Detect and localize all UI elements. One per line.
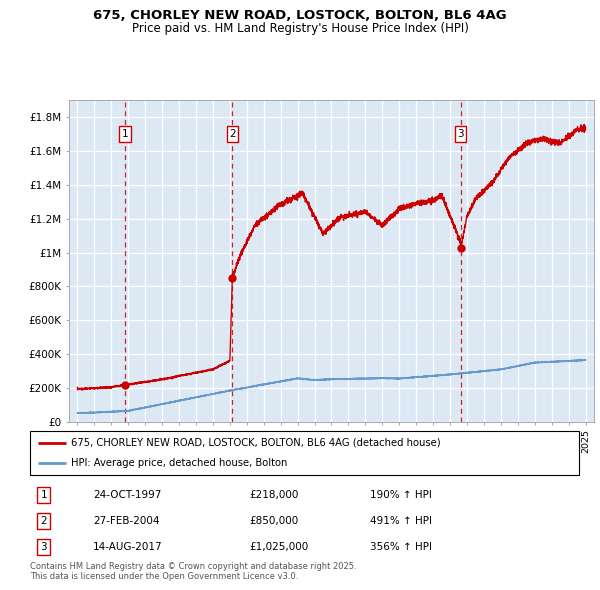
Text: Contains HM Land Registry data © Crown copyright and database right 2025.
This d: Contains HM Land Registry data © Crown c… [30, 562, 356, 581]
Text: 1: 1 [122, 129, 128, 139]
Text: 3: 3 [457, 129, 464, 139]
Text: 675, CHORLEY NEW ROAD, LOSTOCK, BOLTON, BL6 4AG: 675, CHORLEY NEW ROAD, LOSTOCK, BOLTON, … [93, 9, 507, 22]
Text: 1: 1 [40, 490, 47, 500]
Text: 2: 2 [40, 516, 47, 526]
Text: £218,000: £218,000 [250, 490, 299, 500]
Text: 3: 3 [40, 542, 47, 552]
Text: 27-FEB-2004: 27-FEB-2004 [93, 516, 160, 526]
Text: 190% ↑ HPI: 190% ↑ HPI [370, 490, 432, 500]
Text: 2: 2 [229, 129, 236, 139]
Text: 14-AUG-2017: 14-AUG-2017 [93, 542, 163, 552]
Text: £1,025,000: £1,025,000 [250, 542, 309, 552]
Text: £850,000: £850,000 [250, 516, 299, 526]
Text: 24-OCT-1997: 24-OCT-1997 [93, 490, 161, 500]
Text: Price paid vs. HM Land Registry's House Price Index (HPI): Price paid vs. HM Land Registry's House … [131, 22, 469, 35]
Text: HPI: Average price, detached house, Bolton: HPI: Average price, detached house, Bolt… [71, 458, 287, 468]
Text: 491% ↑ HPI: 491% ↑ HPI [370, 516, 433, 526]
Text: 356% ↑ HPI: 356% ↑ HPI [370, 542, 433, 552]
Text: 675, CHORLEY NEW ROAD, LOSTOCK, BOLTON, BL6 4AG (detached house): 675, CHORLEY NEW ROAD, LOSTOCK, BOLTON, … [71, 438, 441, 448]
